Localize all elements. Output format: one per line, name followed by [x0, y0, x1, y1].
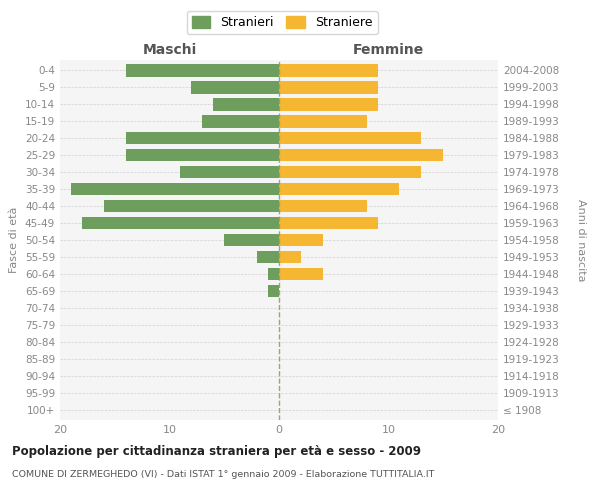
Bar	[125, 132, 279, 144]
Bar	[257, 250, 279, 264]
Bar	[279, 182, 400, 196]
Bar	[279, 98, 377, 110]
Bar	[279, 64, 377, 76]
Bar	[279, 166, 421, 178]
Bar	[202, 115, 279, 128]
Bar	[268, 284, 279, 298]
Bar	[279, 81, 377, 94]
Bar	[279, 115, 367, 128]
Bar	[279, 132, 421, 144]
Legend: Stranieri, Straniere: Stranieri, Straniere	[187, 11, 377, 34]
Text: Maschi: Maschi	[142, 42, 197, 56]
Bar	[279, 250, 301, 264]
Bar	[279, 268, 323, 280]
Bar	[181, 166, 279, 178]
Bar	[125, 64, 279, 76]
Bar	[279, 234, 323, 246]
Text: COMUNE DI ZERMEGHEDO (VI) - Dati ISTAT 1° gennaio 2009 - Elaborazione TUTTITALIA: COMUNE DI ZERMEGHEDO (VI) - Dati ISTAT 1…	[12, 470, 434, 479]
Bar	[71, 182, 279, 196]
Bar	[279, 148, 443, 162]
Text: Popolazione per cittadinanza straniera per età e sesso - 2009: Popolazione per cittadinanza straniera p…	[12, 445, 421, 458]
Bar	[191, 81, 279, 94]
Bar	[268, 268, 279, 280]
Bar	[214, 98, 279, 110]
Bar	[279, 216, 377, 230]
Bar	[279, 200, 367, 212]
Bar	[125, 148, 279, 162]
Bar	[82, 216, 279, 230]
Bar	[224, 234, 279, 246]
Y-axis label: Fasce di età: Fasce di età	[10, 207, 19, 273]
Text: Femmine: Femmine	[353, 42, 424, 56]
Y-axis label: Anni di nascita: Anni di nascita	[576, 198, 586, 281]
Bar	[104, 200, 279, 212]
